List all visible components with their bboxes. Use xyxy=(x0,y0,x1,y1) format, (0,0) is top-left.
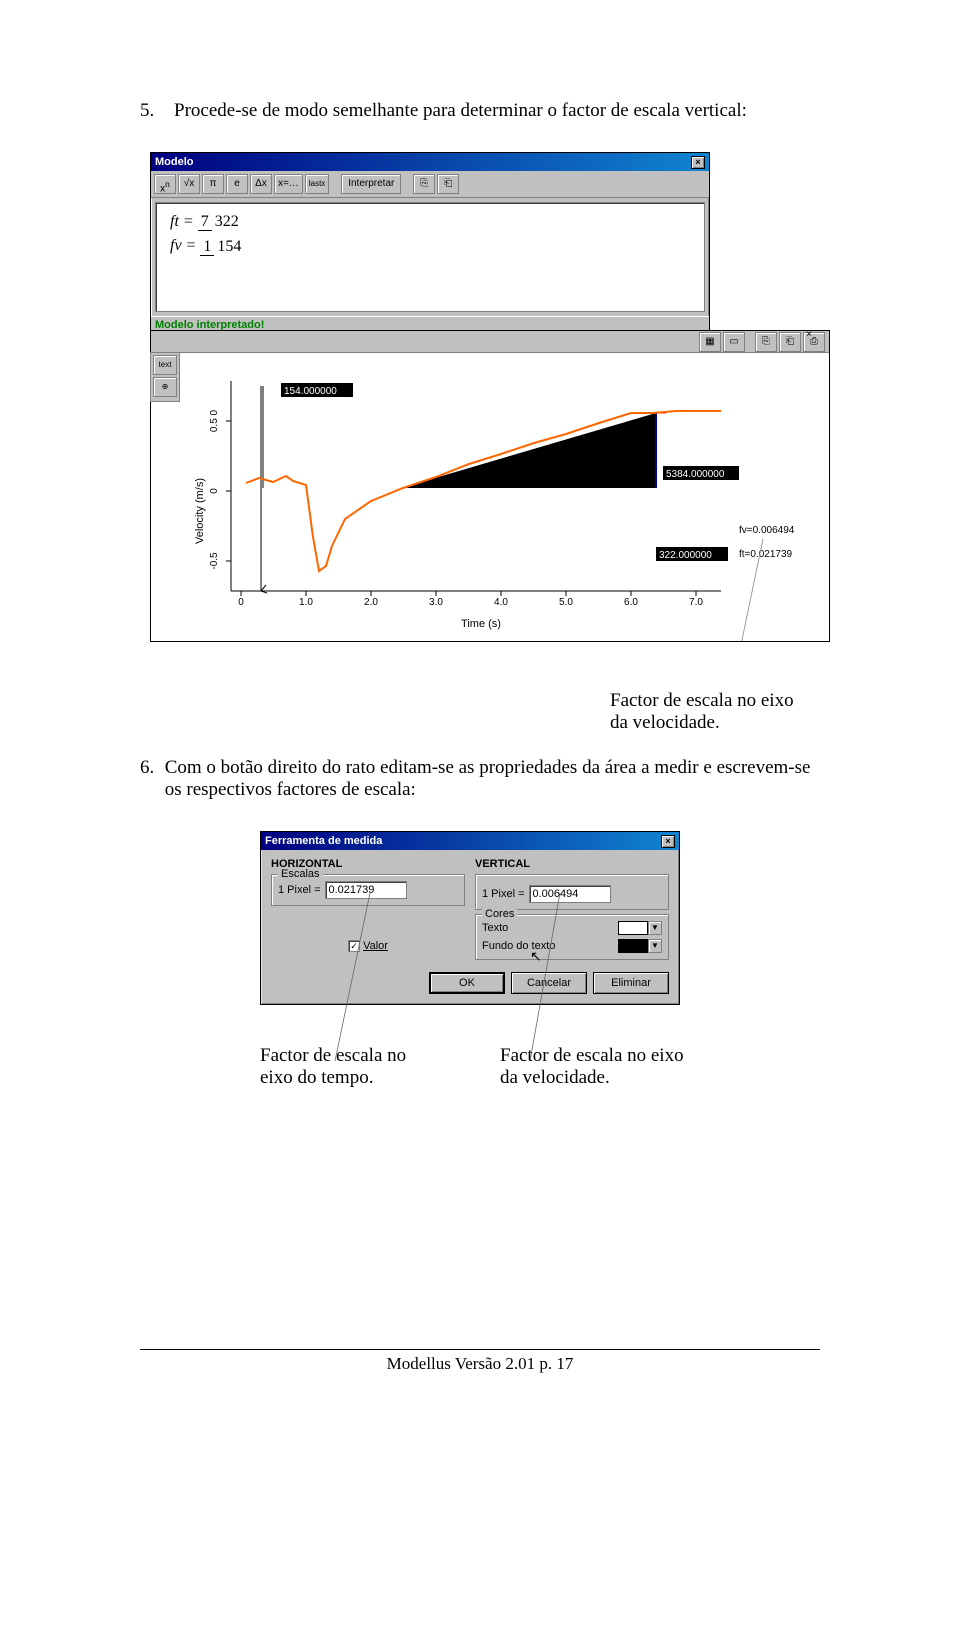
step6-text: Com o botão direito do rato editam-se as… xyxy=(165,757,820,801)
svg-text:7.0: 7.0 xyxy=(689,597,703,608)
tool-btn[interactable]: x=… xyxy=(274,174,303,194)
svg-text:0: 0 xyxy=(209,488,220,494)
modelo-window: Modelo × xn √x π e Δx x=… lastx Interpre… xyxy=(150,152,710,334)
step5-num: 5. xyxy=(140,100,174,122)
paste-icon[interactable]: ⎗ xyxy=(779,332,801,352)
svg-text:1.0: 1.0 xyxy=(299,597,313,608)
chart-window: × ▦ ▭ ⎘ ⎗ ⎙ text ⊕ Velocity (m/s) 0.5 0 … xyxy=(150,330,830,642)
ft-label: ft = xyxy=(170,213,194,230)
tool-btn[interactable]: xn xyxy=(154,174,176,194)
fv-den: 154 xyxy=(214,238,244,255)
svg-text:5384.000000: 5384.000000 xyxy=(666,469,725,480)
escalas-label: Escalas xyxy=(278,868,323,880)
ylabel: Velocity (m/s) xyxy=(194,478,206,544)
svg-text:322.000000: 322.000000 xyxy=(659,550,712,561)
pixel-label: 1 Pixel = xyxy=(482,888,525,900)
fundo-label: Fundo do texto xyxy=(482,940,555,952)
svg-text:0: 0 xyxy=(238,597,244,608)
vertical-label: VERTICAL xyxy=(475,858,669,870)
svg-text:6.0: 6.0 xyxy=(624,597,638,608)
velocity-chart: Velocity (m/s) 0.5 0 0 -0.5 0 1.0 2.0 3.… xyxy=(191,361,821,641)
svg-text:ft=0.021739: ft=0.021739 xyxy=(739,549,793,560)
side-toolbar: text ⊕ xyxy=(150,352,180,402)
modelo-title: Modelo xyxy=(155,156,194,168)
copy-icon[interactable]: ⎘ xyxy=(755,332,777,352)
model-text-area[interactable]: ft = 7322 fv = 1154 xyxy=(155,202,705,312)
step6-num: 6. xyxy=(140,757,165,801)
tool-btn[interactable]: e xyxy=(226,174,248,194)
svg-text:154.000000: 154.000000 xyxy=(284,386,337,397)
cancelar-button[interactable]: Cancelar xyxy=(511,972,587,994)
pixel-label: 1 Pixel = xyxy=(278,884,321,896)
svg-text:3.0: 3.0 xyxy=(429,597,443,608)
interpretar-button[interactable]: Interpretar xyxy=(341,174,401,194)
measure-tool-icon[interactable]: ⊕ xyxy=(153,377,177,397)
valor-label: Valor xyxy=(363,940,388,952)
close-icon[interactable]: × xyxy=(691,156,705,169)
step5-text: Procede-se de modo semelhante para deter… xyxy=(174,100,747,122)
close-icon[interactable]: × xyxy=(806,329,812,340)
text-tool-icon[interactable]: text xyxy=(153,355,177,375)
callout-velocity-factor-2: Factor de escala no eixo da velocidade. xyxy=(500,1045,700,1089)
tool-btn[interactable]: π xyxy=(202,174,224,194)
ft-den: 322 xyxy=(212,213,242,230)
ok-button[interactable]: OK xyxy=(429,972,505,994)
fv-label: fv = xyxy=(170,237,196,254)
texto-color-swatch[interactable] xyxy=(618,921,648,935)
svg-text:-0.5: -0.5 xyxy=(209,552,220,570)
tool-icon[interactable]: ▭ xyxy=(723,332,745,352)
paste-icon[interactable]: ⎗ xyxy=(437,174,459,194)
cores-label: Cores xyxy=(482,908,517,920)
valor-checkbox[interactable]: ✓ xyxy=(348,940,360,952)
v-scale-input[interactable] xyxy=(529,885,611,903)
callout-velocity-factor: Factor de escala no eixo da velocidade. xyxy=(610,690,810,734)
measure-tool-dialog: Ferramenta de medida × HORIZONTAL Escala… xyxy=(260,831,680,1005)
fv-num: 1 xyxy=(200,238,214,256)
page-footer: Modellus Versão 2.01 p. 17 xyxy=(140,1349,820,1374)
svg-text:2.0: 2.0 xyxy=(364,597,378,608)
xlabel: Time (s) xyxy=(461,618,501,630)
tool-btn[interactable]: lastx xyxy=(305,174,329,194)
copy-icon[interactable]: ⎘ xyxy=(413,174,435,194)
modelo-toolbar: xn √x π e Δx x=… lastx Interpretar ⎘ ⎗ xyxy=(151,171,709,198)
svg-text:fv=0.006494: fv=0.006494 xyxy=(739,525,795,536)
fundo-color-swatch[interactable] xyxy=(618,939,648,953)
callout-time-factor: Factor de escala no eixo do tempo. xyxy=(260,1045,440,1089)
dropdown-icon[interactable]: ▼ xyxy=(648,939,662,953)
svg-text:4.0: 4.0 xyxy=(494,597,508,608)
tool-btn[interactable]: √x xyxy=(178,174,200,194)
close-icon[interactable]: × xyxy=(661,835,675,848)
ft-num: 7 xyxy=(198,213,212,231)
eliminar-button[interactable]: Eliminar xyxy=(593,972,669,994)
texto-label: Texto xyxy=(482,922,508,934)
dialog-title: Ferramenta de medida xyxy=(265,835,382,847)
h-scale-input[interactable] xyxy=(325,881,407,899)
tool-btn[interactable]: Δx xyxy=(250,174,272,194)
tool-icon[interactable]: ▦ xyxy=(699,332,721,352)
svg-text:0.5 0: 0.5 0 xyxy=(209,409,220,432)
dropdown-icon[interactable]: ▼ xyxy=(648,921,662,935)
svg-text:5.0: 5.0 xyxy=(559,597,573,608)
